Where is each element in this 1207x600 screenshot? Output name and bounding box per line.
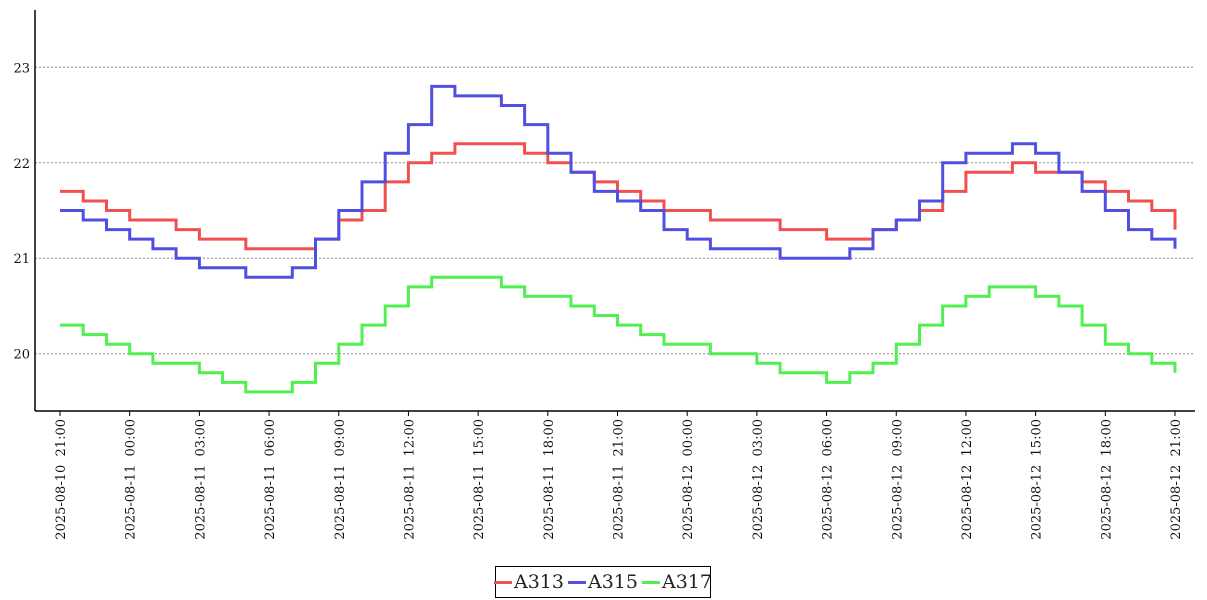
x-tick-label: 2025-08-12 18:00 — [1099, 419, 1114, 540]
x-tick-label: 2025-08-12 21:00 — [1169, 419, 1184, 540]
y-axis-ticks: 20 21 22 23 — [13, 61, 30, 362]
x-tick-label: 2025-08-12 09:00 — [890, 419, 905, 540]
x-tick-label: 2025-08-11 21:00 — [612, 419, 627, 540]
legend-swatch-a315 — [568, 580, 586, 584]
x-tick-label: 2025-08-12 12:00 — [960, 419, 975, 540]
x-tick-label: 2025-08-11 15:00 — [472, 419, 487, 540]
x-tick-label: 2025-08-10 21:00 — [54, 419, 69, 540]
y-tick-label: 23 — [13, 61, 30, 76]
series-line-a317 — [60, 275, 1177, 394]
x-tick-label: 2025-08-11 18:00 — [542, 419, 557, 540]
legend: A313 A315 A317 — [494, 566, 712, 598]
series-line-a313 — [60, 142, 1177, 251]
x-tick-label: 2025-08-12 00:00 — [681, 419, 696, 540]
x-tick-label: 2025-08-12 15:00 — [1030, 419, 1045, 540]
axes — [34, 10, 1195, 412]
y-tick-label: 20 — [13, 348, 30, 363]
legend-label-a315: A315 — [588, 571, 638, 593]
legend-item-a315: A315 — [568, 571, 638, 593]
legend-item-a313: A313 — [494, 571, 564, 593]
series-line-a315 — [60, 84, 1177, 279]
legend-swatch-a317 — [642, 580, 660, 584]
legend-label-a317: A317 — [662, 571, 712, 593]
x-axis-ticks: 2025-08-10 21:00 2025-08-11 00:00 2025-08-… — [54, 411, 1184, 540]
x-tick-label: 2025-08-11 03:00 — [193, 419, 208, 540]
x-tick-label: 2025-08-12 03:00 — [751, 419, 766, 540]
x-tick-label: 2025-08-11 06:00 — [263, 419, 278, 540]
y-tick-label: 21 — [13, 252, 30, 267]
grid-lines — [35, 66, 1195, 355]
legend-label-a313: A313 — [514, 571, 564, 593]
x-tick-label: 2025-08-12 06:00 — [821, 419, 836, 540]
x-tick-label: 2025-08-11 00:00 — [124, 419, 139, 540]
legend-swatch-a313 — [494, 580, 512, 584]
x-tick-label: 2025-08-11 12:00 — [402, 419, 417, 540]
series-lines — [60, 84, 1177, 394]
y-tick-label: 22 — [13, 157, 30, 172]
x-tick-label: 2025-08-11 09:00 — [333, 419, 348, 540]
legend-item-a317: A317 — [642, 571, 712, 593]
